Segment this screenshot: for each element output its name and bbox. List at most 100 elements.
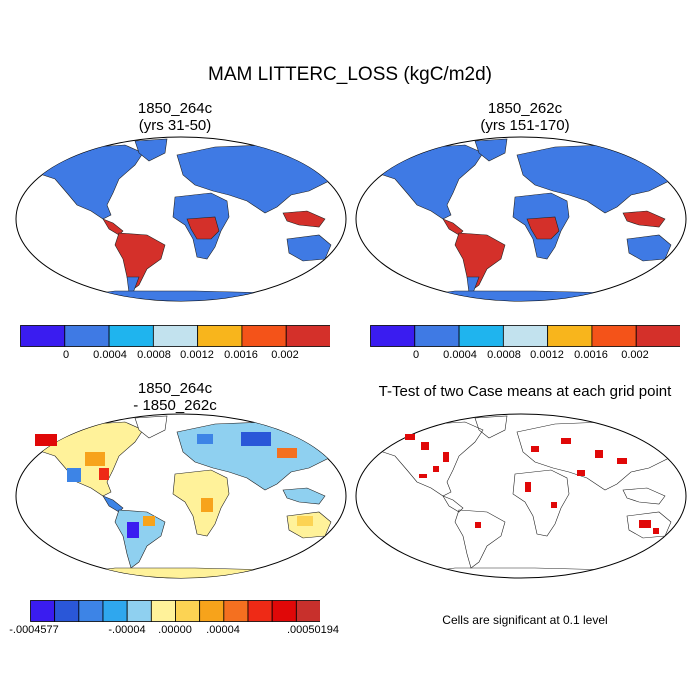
colorbar-tick: 0: [412, 349, 420, 361]
map-panel-1: [15, 136, 347, 302]
patch: [85, 452, 105, 466]
panel-1-title-line1: 1850_264c: [137, 100, 213, 117]
colorbar-tick: 0.002: [271, 349, 299, 361]
colorbar-tick: 0.0016: [574, 349, 608, 361]
southeast-asia: [622, 210, 666, 228]
colorbar-abs-left: [20, 325, 330, 347]
colorbar-swatch: [64, 325, 110, 347]
greenland: [134, 138, 168, 162]
difference-patches: [35, 432, 313, 538]
significant-cell: [653, 528, 659, 534]
colorbar-tick: .00000: [158, 624, 192, 636]
australia: [626, 511, 672, 539]
panel-4-title: T-Test of two Case means at each grid po…: [355, 383, 695, 400]
patch: [241, 432, 271, 446]
colorbar-tick: 0.0004: [93, 349, 127, 361]
colorbar-tick: 0.002: [621, 349, 649, 361]
southeast-asia: [282, 210, 326, 228]
patch: [67, 468, 81, 482]
patch: [143, 516, 155, 526]
colorbar-swatch: [223, 600, 249, 622]
colorbar-swatch: [591, 325, 637, 347]
panel-1-title-line2: (yrs 31-50): [138, 117, 212, 134]
significant-cell: [639, 520, 651, 528]
colorbar-swatch: [295, 600, 320, 622]
colorbar-tick: .00050194: [287, 624, 339, 636]
panel-3-title-line1: 1850_264c: [137, 380, 213, 397]
colorbar-swatch: [54, 600, 80, 622]
colorbar-swatch: [102, 600, 128, 622]
significant-cell: [551, 502, 557, 508]
colorbar-abs-right: [370, 325, 680, 347]
colorbar-tick: -.00004: [108, 624, 146, 636]
colorbar-swatch: [247, 600, 273, 622]
australia: [286, 234, 332, 262]
north-america: [372, 144, 484, 220]
patch: [201, 498, 213, 512]
map-panel-4: [355, 413, 687, 579]
colorbar-tick: 0: [62, 349, 70, 361]
colorbar-swatch: [152, 325, 199, 347]
significant-cell: [595, 450, 603, 458]
south-america: [454, 509, 506, 569]
panel-4-title-line1: T-Test of two Case means at each grid po…: [378, 383, 672, 400]
colorbar-diff: [30, 600, 320, 622]
panel-2-title-line1: 1850_262c: [487, 100, 563, 117]
colorbar-swatch: [458, 325, 504, 347]
colorbar-tick: .00004: [206, 624, 240, 636]
colorbar-tick: 0.0008: [487, 349, 521, 361]
colorbar-tick: 0.0008: [137, 349, 171, 361]
colorbar-tick: 0.0004: [443, 349, 477, 361]
significant-cell: [561, 438, 571, 444]
colorbar-swatch: [271, 600, 297, 622]
significant-cell: [433, 466, 439, 472]
colorbar-swatch: [197, 325, 243, 347]
colorbar-swatch: [635, 325, 680, 347]
colorbar-swatch: [414, 325, 460, 347]
southeast-asia: [282, 487, 326, 505]
colorbar-swatch: [502, 325, 549, 347]
colorbar-swatch: [30, 600, 56, 622]
map-panel-2: [355, 136, 687, 302]
north-america: [372, 421, 484, 497]
patch: [127, 522, 139, 538]
colorbar-swatch: [370, 325, 416, 347]
significant-cell: [617, 458, 627, 464]
significant-cell: [577, 470, 585, 476]
significant-cell: [443, 452, 449, 462]
figure-title: MAM LITTERC_LOSS (kgC/m2d): [208, 64, 492, 85]
panel-1-title: 1850_264c (yrs 31-50): [20, 100, 330, 134]
panel-3-title-line2: - 1850_262c: [133, 397, 217, 414]
patch: [297, 516, 313, 526]
antarctica: [394, 290, 656, 301]
patch: [99, 468, 109, 480]
antarctica: [54, 290, 316, 301]
significant-cell: [531, 446, 539, 452]
panel-2-title-line2: (yrs 151-170): [480, 117, 570, 134]
colorbar-tick: -.0004577: [9, 624, 59, 636]
antarctica: [54, 567, 316, 578]
africa: [512, 469, 570, 537]
panel-3-title: 1850_264c - 1850_262c: [20, 380, 330, 414]
greenland: [474, 415, 508, 439]
colorbar-swatch: [547, 325, 593, 347]
colorbar-swatch: [150, 600, 176, 622]
colorbar-swatch: [175, 600, 201, 622]
significant-cell: [405, 434, 415, 440]
significant-cell: [475, 522, 481, 528]
africa-tropics: [526, 216, 560, 240]
colorbar-swatch: [199, 600, 225, 622]
africa-tropics: [186, 216, 220, 240]
panel-2-title: 1850_262c (yrs 151-170): [370, 100, 680, 134]
colorbar-swatch: [241, 325, 287, 347]
significant-cell: [421, 442, 429, 450]
significant-cells: [405, 434, 659, 534]
north-america: [32, 144, 144, 220]
significant-cell: [419, 474, 427, 478]
colorbar-tick: 0.0012: [530, 349, 564, 361]
significance-note: Cells are significant at 0.1 level: [442, 613, 608, 627]
colorbar-swatch: [126, 600, 152, 622]
south-america: [114, 232, 166, 292]
southeast-asia: [622, 487, 666, 505]
patch: [197, 434, 213, 444]
